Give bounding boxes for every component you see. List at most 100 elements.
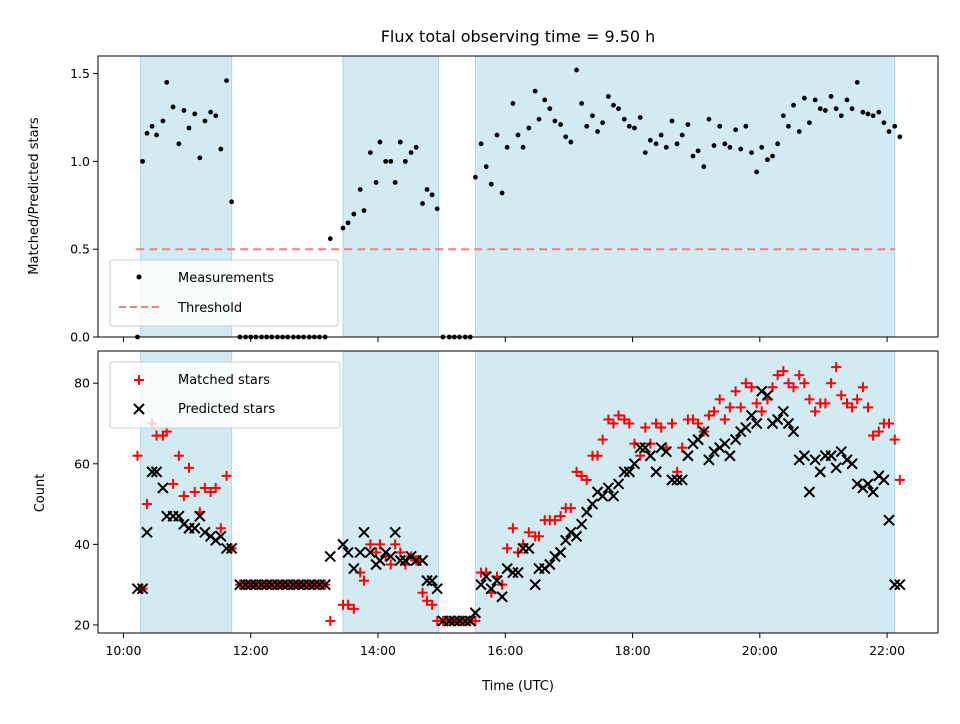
matched-star-point [894,474,905,485]
predicted-star-point [394,554,406,567]
measurement-point [817,106,823,112]
matched-star-point [826,378,837,389]
predicted-star-point [666,474,678,486]
predicted-star-point [426,574,438,587]
measurement-point [626,123,632,129]
predicted-star-point [131,582,144,595]
predicted-star-point [255,578,268,591]
legend-matched-label: Matched stars [178,373,270,388]
matched-star-point [873,426,884,437]
measurement-point [154,132,159,138]
predicted-star-point [480,570,492,583]
top-axes-frame [97,55,939,338]
bottom-legend: Matched stars Predicted stars [109,361,341,429]
predicted-star-point [750,417,763,430]
top-x-ticks [122,337,888,342]
predicted-star-point [199,526,211,538]
measurement-point [892,123,898,129]
measurement-point [849,106,855,112]
measurement-point [377,139,383,145]
predicted-star-point [560,534,572,547]
measurement-point [218,146,224,152]
matched-star-point [751,398,762,409]
matched-star-point [831,362,842,373]
matched-star-point [688,414,698,425]
count-points [131,362,906,627]
matched-star-point [778,366,789,377]
matched-star-point [714,394,725,405]
measurement-point [653,141,659,147]
predicted-star-point [292,578,305,591]
measurement-point [351,211,357,217]
matched-star-point [788,382,799,393]
predicted-star-point [421,574,433,587]
matched-star-point [730,386,741,397]
bottom-x-tick-label: 18:00 [615,643,651,658]
predicted-star-point [496,591,508,603]
measurement-point [181,108,187,113]
predicted-star-point [724,450,736,462]
measurement-point [605,93,611,99]
measurement-point [870,113,876,119]
matched-star-point [555,511,566,522]
predicted-star-point [644,450,657,462]
measurement-point [186,125,192,131]
matched-star-point [142,499,152,510]
measurement-point [663,144,669,150]
matched-star-point [502,543,513,554]
measurement-point [600,120,606,126]
bottom-x-tick-label: 10:00 [105,643,141,658]
matched-star-point [359,575,369,586]
measurement-point [367,150,373,155]
matched-star-point [597,434,608,445]
predicted-star-point [469,607,482,619]
legend-measurements-label: Measurements [178,271,274,286]
measurement-point [499,190,505,196]
predicted-star-point [287,578,300,591]
predicted-star-point [146,466,158,478]
predicted-star-point [660,446,672,458]
measurement-point [706,116,712,122]
matched-star-point [640,422,651,433]
measurement-point [695,148,701,154]
predicted-star-point [698,425,710,438]
measurement-point [224,78,229,83]
top-y-tick-label: 0.0 [70,330,90,345]
predicted-star-point [464,615,476,627]
predicted-star-point [835,446,847,458]
predicted-star-point [883,514,895,526]
legend-predicted-marker [133,403,145,415]
predicted-star-point [878,474,890,486]
predicted-star-point [618,466,630,478]
measurement-point [738,146,744,152]
matched-star-point [847,402,858,413]
predicted-star-point [628,458,641,470]
predicted-star-point [225,542,238,555]
top-y-tick-label: 0.5 [70,242,90,257]
measurement-point [642,150,648,155]
bottom-x-tick-label: 14:00 [360,643,396,658]
measurement-point [383,158,389,164]
matched-star-point [534,531,544,542]
predicted-star-point [729,433,742,446]
measurement-point [669,118,675,124]
matched-star-point [799,378,810,389]
measurement-point [717,123,723,129]
measurement-point [434,206,440,212]
top-y-axis: 0.0 0.5 1.0 1.5 [70,66,98,345]
matched-star-point [735,402,746,413]
matched-star-point [184,462,194,473]
measurement-point [780,113,786,119]
top-y-axis-label: Matched/Predicted stars [27,117,42,275]
predicted-star-point [308,578,321,591]
predicted-star-point [575,518,588,530]
measurement-point [408,150,414,155]
measurement-point [807,120,812,126]
measurement-point [897,134,903,140]
matched-star-point [756,406,767,417]
top-y-tick-label: 1.0 [70,154,90,169]
measurement-point [402,158,408,164]
measurement-point [397,139,403,145]
measurement-point [388,158,394,164]
measurement-point [743,123,749,129]
